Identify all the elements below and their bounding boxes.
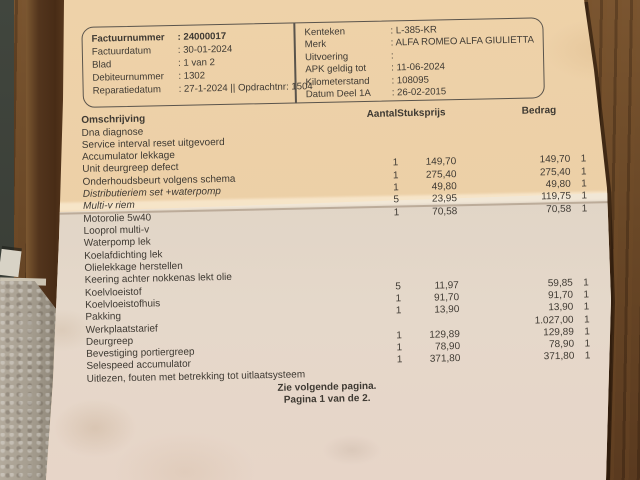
meta-value: : 1302 (178, 70, 206, 83)
stone-tile (0, 281, 56, 480)
meta-value: : ALFA ROMEO ALFA GIULIETTA (390, 34, 535, 49)
meta-value: : 30-01-2024 (177, 43, 233, 56)
invoice-meta-left: Factuurnummer: 24000017 Factuurdatum: 30-… (91, 28, 312, 98)
cell-btw (572, 240, 588, 253)
column-header-bedrag: Bedrag (521, 104, 557, 117)
cell-btw: 1 (581, 178, 587, 190)
page-footer: Zie volgende pagina. Pagina 1 van de 2. (229, 380, 425, 409)
cell-stuksprijs (403, 366, 461, 380)
vehicle-meta-right: Kenteken: L-385-KR Merk: ALFA ROMEO ALFA … (304, 22, 535, 101)
cell-btw (569, 117, 585, 130)
cell-bedrag (461, 363, 575, 378)
cell-btw: 1 (580, 166, 587, 178)
cell-aantal (327, 367, 403, 381)
table-rows: Dna diagnose Service interval reset uitge… (81, 117, 590, 386)
cell-btw: 1 (584, 338, 591, 350)
cell-btw: 1 (583, 276, 589, 289)
cell-btw: 1 (584, 326, 590, 338)
cell-btw (572, 265, 588, 278)
column-header-aantal: Aantal (366, 108, 398, 120)
cell-btw (572, 228, 588, 241)
cell-btw: 1 (583, 289, 590, 301)
column-header-btw-blank (569, 104, 585, 115)
meta-value: : 26-02-2015 (391, 86, 447, 99)
cell-btw: 1 (584, 350, 591, 362)
cell-btw (574, 363, 590, 376)
column-header-stuksprijs: Stuksprijs (397, 107, 446, 120)
cell-btw: 1 (581, 203, 588, 215)
meta-value: : 11-06-2024 (391, 61, 446, 74)
meta-value: : (390, 50, 394, 62)
cell-btw: 1 (580, 153, 587, 165)
cell-btw (570, 129, 586, 142)
invoice-header-box: Factuurnummer: 24000017 Factuurdatum: 30-… (81, 17, 545, 108)
cell-btw: 1 (583, 301, 590, 313)
meta-value: : 1 van 2 (178, 57, 216, 70)
meta-value: : 24000017 (177, 30, 227, 43)
meta-value: : L-385-KR (390, 24, 437, 37)
cell-btw: 1 (581, 190, 588, 202)
meta-label: Reparatiedatum (92, 84, 162, 98)
cell-btw (571, 215, 587, 228)
cell-btw (572, 252, 588, 265)
cell-btw (570, 142, 586, 155)
meta-label: Datum Deel 1A (305, 87, 371, 101)
meta-value: : 27-1-2024 || Opdrachtnr: 1504 (178, 81, 313, 96)
cell-btw: 1 (583, 313, 590, 325)
meta-value: : 108095 (391, 74, 429, 87)
background-small-object (0, 248, 22, 278)
